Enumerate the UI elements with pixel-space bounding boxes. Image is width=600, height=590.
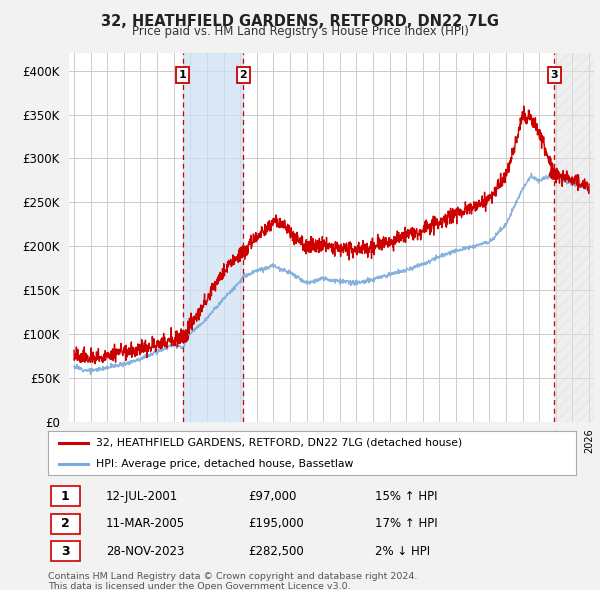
Text: £97,000: £97,000 xyxy=(248,490,297,503)
Bar xyxy=(554,53,594,422)
FancyBboxPatch shape xyxy=(50,541,80,561)
Text: 2: 2 xyxy=(61,517,70,530)
FancyBboxPatch shape xyxy=(50,513,80,534)
Text: 12-JUL-2001: 12-JUL-2001 xyxy=(106,490,178,503)
Text: 28-NOV-2023: 28-NOV-2023 xyxy=(106,545,184,558)
Text: 1: 1 xyxy=(61,490,70,503)
Text: 3: 3 xyxy=(61,545,70,558)
Text: 1: 1 xyxy=(179,70,187,80)
Text: 11-MAR-2005: 11-MAR-2005 xyxy=(106,517,185,530)
Text: 3: 3 xyxy=(550,70,558,80)
Bar xyxy=(182,53,243,422)
Text: 2% ↓ HPI: 2% ↓ HPI xyxy=(376,545,430,558)
Text: 2: 2 xyxy=(239,70,247,80)
Text: Price paid vs. HM Land Registry's House Price Index (HPI): Price paid vs. HM Land Registry's House … xyxy=(131,25,469,38)
Text: 15% ↑ HPI: 15% ↑ HPI xyxy=(376,490,438,503)
FancyBboxPatch shape xyxy=(50,486,80,506)
Text: Contains HM Land Registry data © Crown copyright and database right 2024.: Contains HM Land Registry data © Crown c… xyxy=(48,572,418,581)
Text: £282,500: £282,500 xyxy=(248,545,304,558)
Text: 32, HEATHFIELD GARDENS, RETFORD, DN22 7LG: 32, HEATHFIELD GARDENS, RETFORD, DN22 7L… xyxy=(101,14,499,29)
Text: 17% ↑ HPI: 17% ↑ HPI xyxy=(376,517,438,530)
Text: This data is licensed under the Open Government Licence v3.0.: This data is licensed under the Open Gov… xyxy=(48,582,350,590)
Text: HPI: Average price, detached house, Bassetlaw: HPI: Average price, detached house, Bass… xyxy=(95,459,353,469)
Text: £195,000: £195,000 xyxy=(248,517,304,530)
Text: 32, HEATHFIELD GARDENS, RETFORD, DN22 7LG (detached house): 32, HEATHFIELD GARDENS, RETFORD, DN22 7L… xyxy=(95,438,462,448)
